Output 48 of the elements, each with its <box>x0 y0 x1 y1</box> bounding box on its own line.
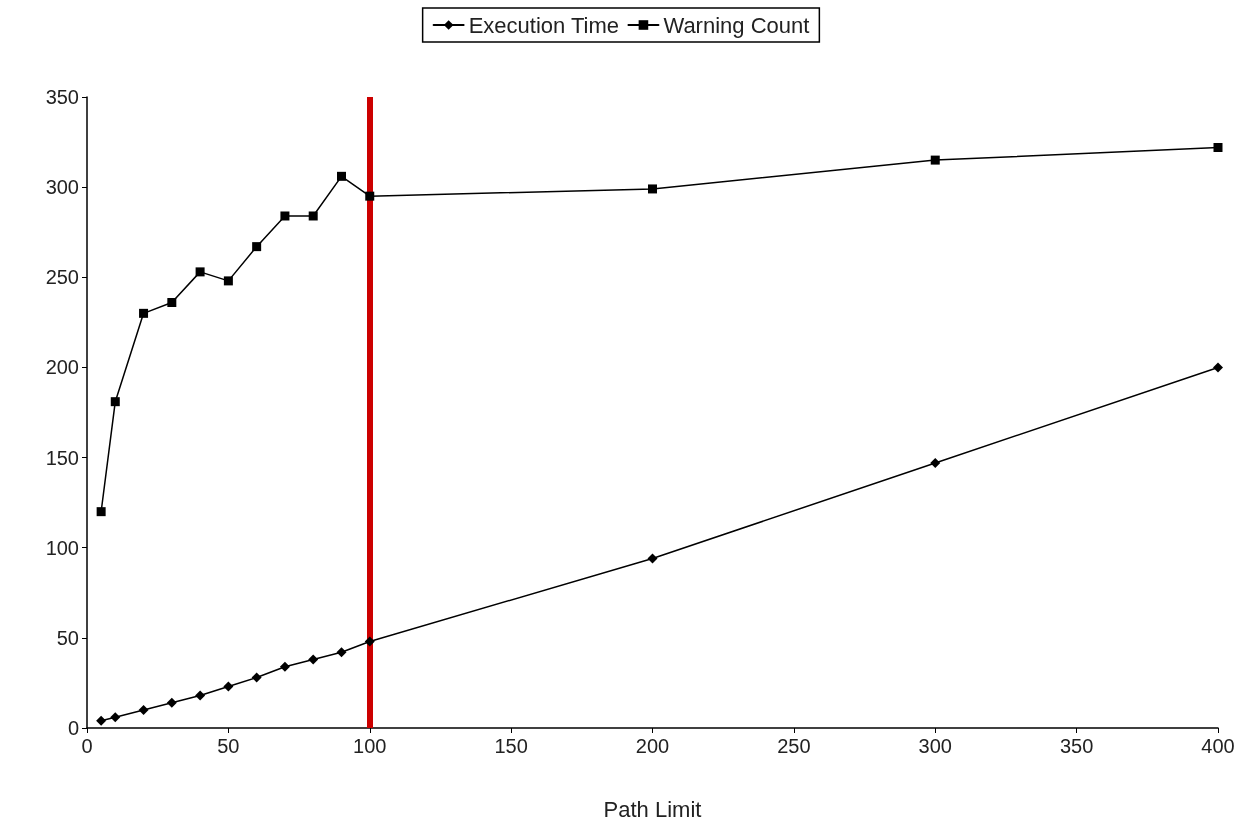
legend-label: Execution Time <box>468 12 620 38</box>
y-tick-label: 100 <box>45 536 79 559</box>
point <box>166 697 177 708</box>
x-tick-label: 250 <box>777 735 811 757</box>
x-axis-title: Path Limit <box>603 796 702 822</box>
x-tick-label: 150 <box>494 735 528 757</box>
point <box>96 715 107 726</box>
x-tick-label: 200 <box>635 735 670 757</box>
legend-label: Warning Count <box>663 12 810 38</box>
point <box>648 184 657 194</box>
x-tick-label: 100 <box>353 735 387 757</box>
point <box>195 267 205 277</box>
x-tick-label: 350 <box>1059 735 1094 757</box>
x-tick-label: 300 <box>918 735 952 757</box>
y-tick-label: 250 <box>45 266 79 289</box>
y-tick-label: 50 <box>56 626 79 649</box>
point <box>138 704 149 715</box>
point <box>364 636 375 647</box>
point <box>110 712 121 723</box>
point <box>195 690 206 701</box>
point <box>1213 362 1223 373</box>
point <box>96 507 106 517</box>
x-tick-label: 0 <box>81 735 93 757</box>
point <box>280 211 290 221</box>
point <box>308 654 319 665</box>
y-tick-label: 150 <box>45 446 79 469</box>
point <box>930 457 941 468</box>
y-tick-label: 200 <box>45 356 79 379</box>
point <box>252 242 262 252</box>
y-tick-label: 0 <box>67 717 79 739</box>
point <box>251 672 262 683</box>
point <box>223 681 234 692</box>
y-tick-label: 350 <box>45 86 79 108</box>
point <box>930 155 940 165</box>
x-tick-label: 50 <box>217 735 240 757</box>
point <box>308 211 318 221</box>
point <box>336 647 347 658</box>
point <box>647 553 658 564</box>
y-tick-label: 300 <box>45 176 79 199</box>
point <box>336 171 346 181</box>
point <box>1213 142 1223 152</box>
point <box>167 298 177 308</box>
point <box>223 276 233 286</box>
point <box>279 661 290 672</box>
point <box>365 191 375 201</box>
point <box>139 308 149 318</box>
x-tick-label: 400 <box>1201 735 1235 757</box>
point <box>110 397 120 407</box>
